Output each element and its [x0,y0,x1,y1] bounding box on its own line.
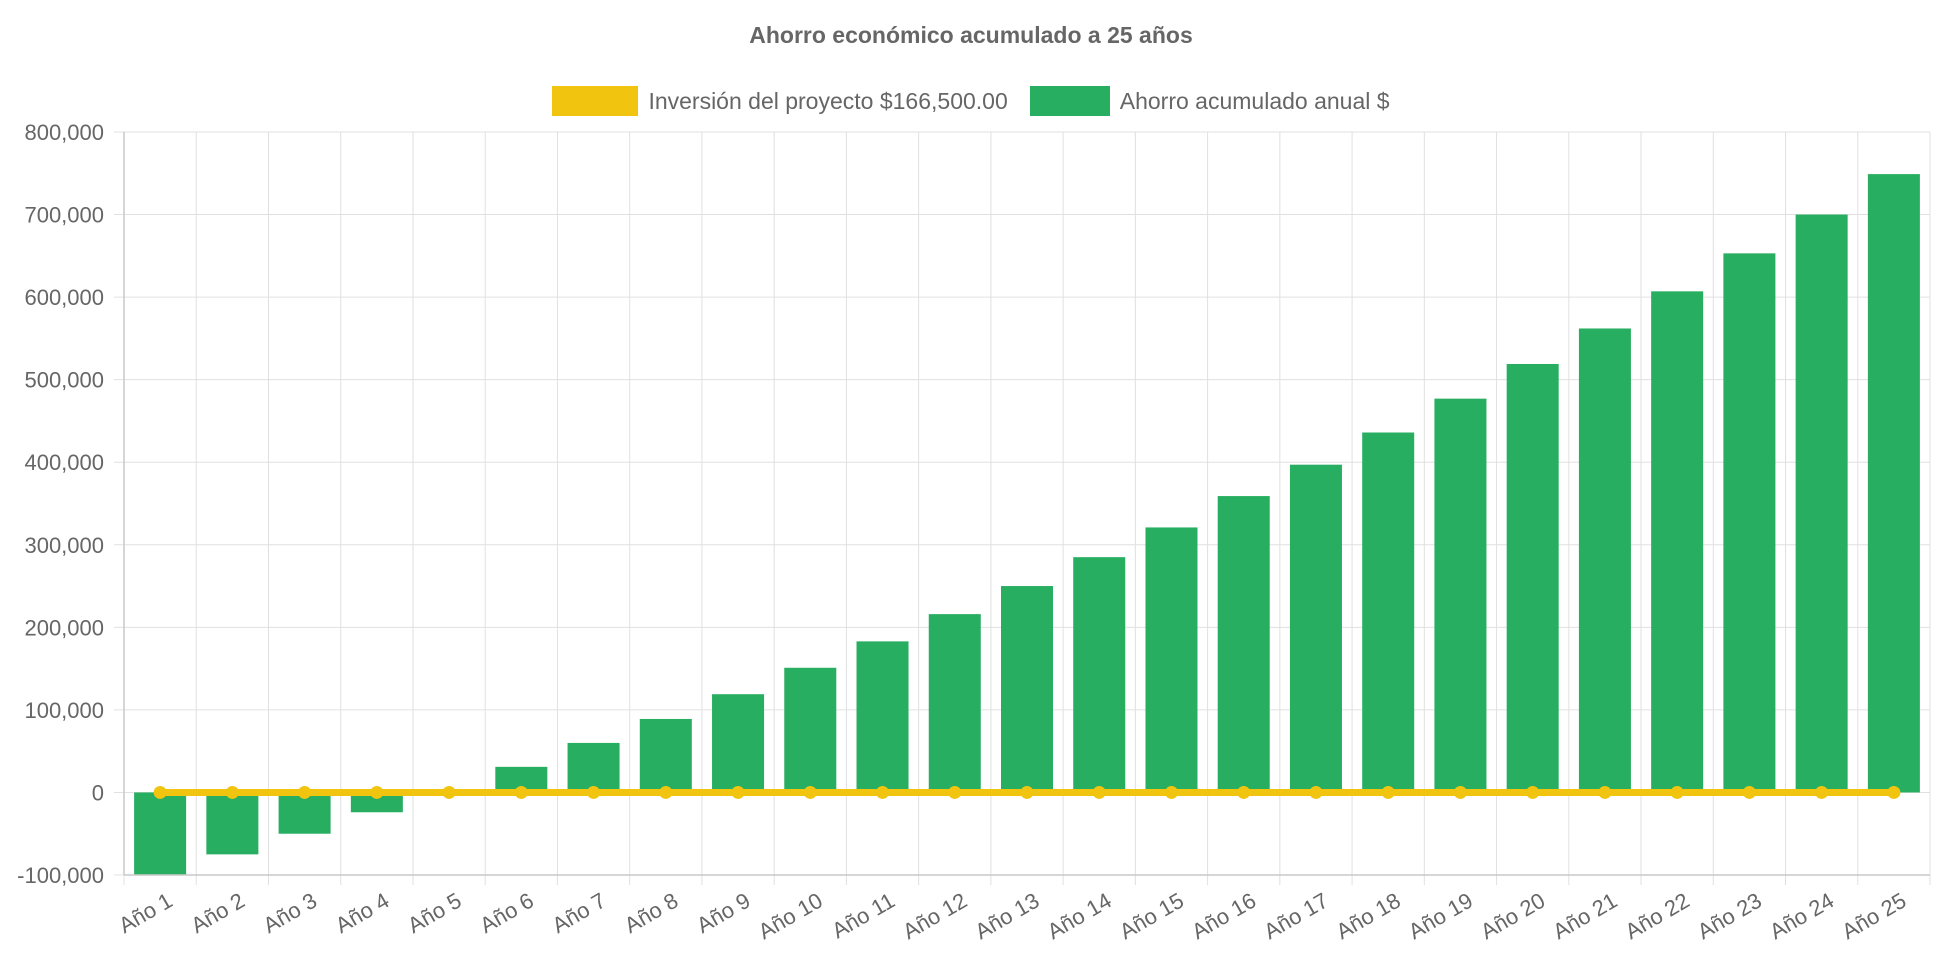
legend: Inversión del proyecto $166,500.00 Ahorr… [0,84,1942,118]
bar-25 [1867,174,1920,793]
x-tick-label: Año 22 [1621,888,1694,945]
bars-layer [134,174,1920,875]
bar-21 [1578,328,1631,793]
inversion-point-8 [659,785,673,799]
bar-13 [1000,586,1054,793]
y-tick-label: 600,000 [24,285,104,310]
bar-19 [1434,398,1487,793]
inversion-point-2 [225,785,239,799]
inversion-point-21 [1598,785,1612,799]
bar-9 [712,694,765,793]
bar-14 [1073,557,1126,793]
x-tick-label: Año 2 [187,888,249,938]
legend-swatch-inversion [552,86,639,116]
inversion-point-25 [1887,785,1901,799]
inversion-point-12 [948,785,962,799]
inversion-point-13 [1020,785,1034,799]
bar-15 [1145,527,1198,793]
y-tick-label: 500,000 [24,368,104,393]
inversion-point-22 [1670,785,1684,799]
bar-7 [567,742,620,793]
x-tick-label: Año 3 [259,888,321,938]
inversion-point-10 [803,785,817,799]
inversion-point-7 [587,785,601,799]
bar-8 [639,718,692,793]
legend-label-ahorro: Ahorro acumulado anual $ [1119,87,1390,114]
y-tick-label: 400,000 [24,450,104,475]
x-tick-label: Año 12 [898,888,971,945]
bar-2 [206,792,259,855]
x-tick-label: Año 6 [476,888,538,938]
y-tick-label: 300,000 [24,533,104,558]
y-tick-label: 0 [92,780,104,805]
x-tick-label: Año 1 [114,888,176,938]
bar-18 [1362,432,1415,793]
y-tick-label: 200,000 [24,615,104,640]
x-tick-label: Año 14 [1043,888,1116,945]
inversion-point-20 [1526,785,1540,799]
x-tick-label: Año 5 [403,888,465,938]
x-tick-label: Año 4 [331,888,393,938]
bar-22 [1651,291,1704,793]
y-tick-label: 700,000 [24,203,104,228]
inversion-point-24 [1815,785,1829,799]
x-tick-label: Año 24 [1765,888,1838,945]
bar-23 [1723,253,1776,793]
bar-3 [278,792,331,834]
inversion-point-1 [153,785,167,799]
chart-title: Ahorro económico acumulado a 25 años [749,22,1193,48]
bar-10 [784,667,837,793]
legend-label-inversion: Inversión del proyecto $166,500.00 [648,87,1008,114]
x-tick-label: Año 11 [828,888,899,944]
bar-12 [928,614,981,793]
x-tick-label: Año 9 [692,888,754,938]
y-tick-label: -100,000 [17,863,104,888]
x-tick-label: Año 23 [1693,888,1766,945]
x-tick-label: Año 16 [1187,888,1260,945]
x-tick-label: Año 19 [1404,888,1477,945]
legend-item-ahorro[interactable]: Ahorro acumulado anual $ [1029,86,1390,116]
bar-20 [1506,363,1559,793]
x-tick-label: Año 18 [1332,888,1405,945]
x-tick-label: Año 7 [548,888,610,938]
bar-4 [350,792,403,813]
x-tick-label: Año 15 [1115,888,1188,945]
bar-16 [1217,496,1270,793]
inversion-point-5 [442,785,456,799]
bar-17 [1289,464,1342,793]
inversion-point-23 [1742,785,1756,799]
inversion-point-11 [876,785,890,799]
inversion-point-19 [1453,785,1467,799]
bar-24 [1795,214,1848,793]
legend-swatch-ahorro [1029,86,1110,116]
y-tick-label: 100,000 [24,698,104,723]
inversion-point-4 [370,785,384,799]
x-tick-label: Año 10 [754,888,827,945]
y-tick-label: 800,000 [24,120,104,145]
inversion-point-6 [514,785,528,799]
inversion-point-18 [1381,785,1395,799]
inversion-point-16 [1237,785,1251,799]
line-layer [153,785,1901,799]
x-tick-label: Año 17 [1260,888,1333,945]
x-tick-label: Año 20 [1476,888,1549,945]
x-tick-label: Año 21 [1549,888,1622,945]
inversion-point-3 [298,785,312,799]
inversion-point-14 [1092,785,1106,799]
x-tick-label: Año 13 [971,888,1044,945]
inversion-point-15 [1164,785,1178,799]
x-tick-label: Año 8 [620,888,682,938]
bar-1 [134,792,187,875]
x-tick-label: Año 25 [1837,888,1910,945]
inversion-point-9 [731,785,745,799]
inversion-point-17 [1309,785,1323,799]
legend-item-inversion[interactable]: Inversión del proyecto $166,500.00 [552,86,1008,116]
bar-11 [856,641,909,793]
